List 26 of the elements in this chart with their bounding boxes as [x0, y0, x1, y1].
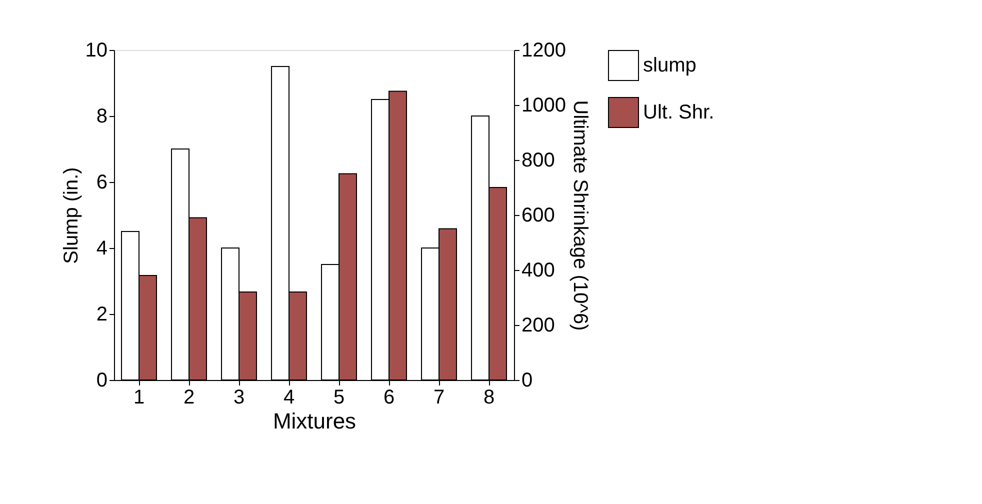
y2-tick-label: 200: [522, 314, 555, 336]
x-tick-label: 8: [483, 386, 495, 408]
x-axis-title: Mixtures: [272, 408, 356, 434]
x-tick-label: 5: [333, 386, 345, 408]
y2-axis-title: Ultimate Shrinkage (10^6): [568, 100, 591, 331]
y2-tick-label: 1200: [522, 40, 566, 62]
y-axis-title: Slump (in.): [60, 167, 82, 264]
y-tick-label: 0: [96, 370, 108, 392]
legend-label: slump: [643, 54, 696, 76]
x-tick-label: 7: [433, 386, 445, 408]
y2-tick-label: 0: [522, 370, 533, 392]
x-tick-label: 3: [233, 386, 245, 408]
y2-tick-label: 400: [522, 260, 555, 282]
y-tick-label: 2: [96, 304, 108, 326]
y-tick-label: 8: [96, 106, 108, 128]
y-tick-label: 6: [96, 172, 108, 194]
x-tick-label: 2: [183, 386, 195, 408]
y2-tick-label: 600: [522, 204, 555, 226]
x-tick-label: 6: [383, 386, 395, 408]
x-tick-label: 1: [133, 386, 145, 408]
y-tick-label: 4: [96, 238, 108, 260]
y-tick-label: 10: [85, 40, 108, 62]
legend-label: Ult. Shr.: [643, 102, 714, 124]
x-tick-label: 4: [283, 386, 295, 408]
y2-tick-label: 1000: [522, 94, 566, 116]
y2-tick-label: 800: [522, 150, 555, 172]
